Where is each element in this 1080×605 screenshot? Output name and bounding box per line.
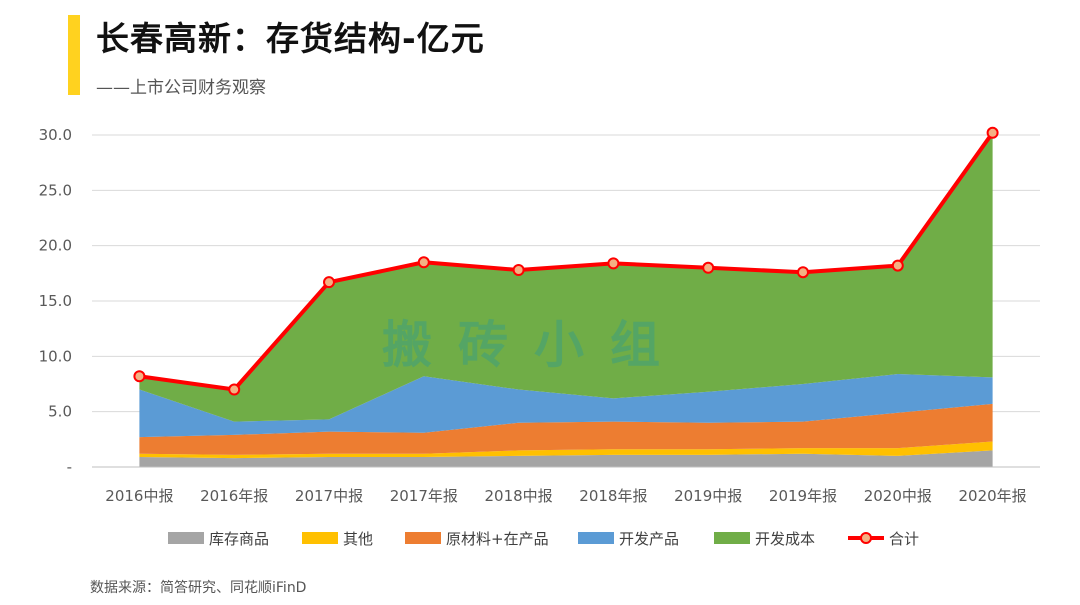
y-tick-label: 25.0 (39, 181, 72, 199)
stacked-area-chart: 搬砖小组 - 5.0 10.0 15.0 20.0 25.0 30.0 2016中报 2016年… (39, 126, 1040, 548)
x-tick-label: 2017中报 (295, 487, 363, 505)
total-point (702, 261, 715, 274)
total-point (607, 257, 620, 270)
total-point (891, 259, 904, 272)
legend-swatch-原材料+在产品 (405, 532, 441, 544)
chart-legend: 库存商品 其他 原材料+在产品 开发产品 开发成本 合计 (168, 530, 919, 548)
y-tick-label: 20.0 (39, 237, 72, 255)
total-point (512, 264, 525, 277)
total-point (133, 370, 146, 383)
y-tick-label: - (67, 458, 72, 476)
x-tick-label: 2020年报 (959, 487, 1027, 505)
area-库存商品 (139, 450, 993, 467)
y-tick-label: 30.0 (39, 126, 72, 144)
chart-areas (139, 132, 993, 467)
legend-label: 合计 (889, 530, 919, 548)
y-tick-label: 5.0 (48, 403, 72, 421)
area-其他 (139, 441, 993, 459)
legend-swatch-库存商品 (168, 532, 204, 544)
legend-swatch-开发产品 (578, 532, 614, 544)
legend-label: 库存商品 (209, 530, 269, 548)
x-tick-label: 2020中报 (864, 487, 932, 505)
total-point (417, 256, 430, 269)
chart-total-line (133, 126, 999, 396)
total-point (797, 266, 809, 279)
x-tick-label: 2018中报 (485, 487, 553, 505)
x-tick-label: 2016中报 (105, 487, 173, 505)
legend-swatch-开发成本 (714, 532, 750, 544)
area-原材料+在产品 (139, 403, 993, 455)
legend-label: 开发产品 (619, 530, 679, 548)
total-point (986, 126, 999, 139)
x-tick-label: 2017年报 (390, 487, 458, 505)
title-accent-bar (68, 15, 80, 95)
x-tick-label: 2016年报 (200, 487, 268, 505)
legend-swatch-其他 (302, 532, 338, 544)
legend-marker-合计 (860, 532, 872, 544)
y-tick-label: 10.0 (39, 347, 72, 365)
data-source-note: 数据来源：简答研究、同花顺iFinD (90, 580, 307, 596)
area-开发产品 (139, 374, 993, 438)
total-line (139, 131, 995, 392)
page-title: 长春高新：存货结构-亿元 (96, 19, 485, 58)
watermark: 搬砖小组 (382, 316, 686, 374)
chart-axes: - 5.0 10.0 15.0 20.0 25.0 30.0 2016中报 2016年报 2017… (39, 126, 1040, 505)
area-开发成本 (139, 132, 993, 422)
x-tick-label: 2019年报 (769, 487, 837, 505)
x-tick-label: 2018年报 (579, 487, 647, 505)
y-tick-label: 15.0 (39, 292, 72, 310)
legend-label: 原材料+在产品 (446, 530, 549, 548)
legend-label: 开发成本 (755, 530, 815, 548)
legend-label: 其他 (343, 530, 373, 548)
x-tick-label: 2019中报 (674, 487, 742, 505)
total-point (323, 276, 335, 289)
page-subtitle: ——上市公司财务观察 (96, 78, 266, 98)
total-point (228, 383, 241, 396)
